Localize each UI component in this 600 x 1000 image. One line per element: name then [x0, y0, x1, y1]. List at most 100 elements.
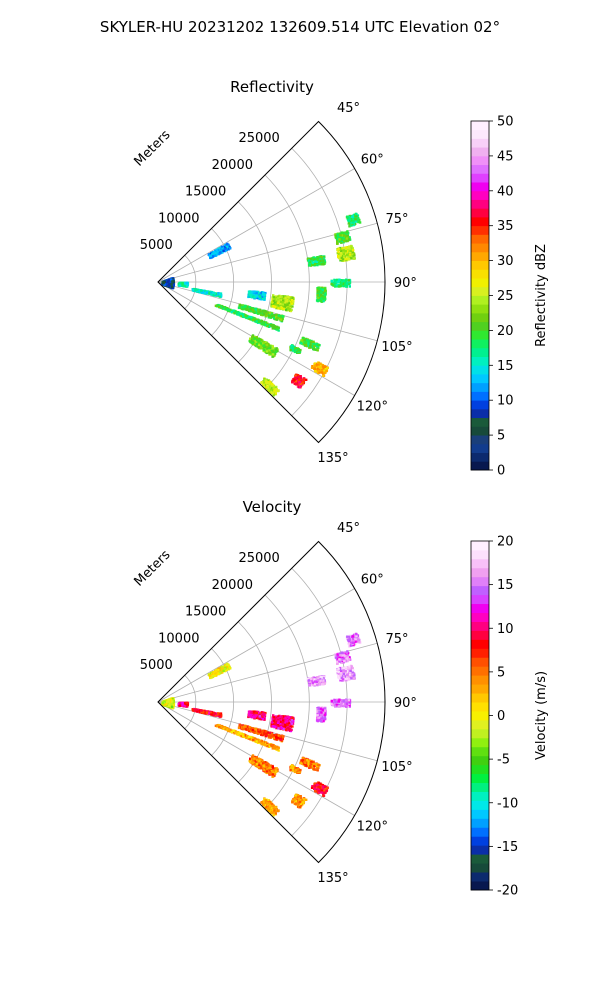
echo-gate — [275, 313, 278, 316]
echo-gate — [338, 238, 341, 241]
echo-gate — [277, 326, 280, 329]
echo-gate — [249, 727, 252, 731]
echo-gate — [168, 282, 171, 285]
echo-gate — [310, 259, 313, 262]
echo-gate — [345, 234, 348, 237]
echo-gate — [285, 305, 288, 309]
echo-gate — [356, 218, 360, 221]
echo-gate — [313, 364, 317, 368]
echo-gate — [180, 284, 184, 287]
echo-gate — [319, 293, 323, 296]
colorbar-label: Reflectivity dBZ — [534, 244, 549, 347]
echo-gate — [254, 728, 257, 731]
angle-tick-label: 45° — [337, 101, 360, 116]
echo-gate — [304, 341, 307, 344]
echo-gate — [325, 369, 328, 373]
echo-gate — [322, 367, 325, 370]
echo-gate — [280, 715, 283, 718]
echo-gate — [338, 240, 342, 243]
echo-gate — [313, 258, 316, 261]
echo-gate — [290, 302, 294, 305]
echo-gate — [283, 308, 287, 311]
echo-gate — [288, 304, 292, 307]
echo-gate — [161, 281, 165, 285]
echo-gate — [272, 299, 275, 302]
echo-gate — [257, 732, 260, 735]
echo-gate — [273, 736, 276, 739]
echo-gate — [246, 308, 249, 312]
colorbar-segment — [471, 382, 489, 392]
echo-gate — [257, 343, 261, 347]
echo-gate — [259, 342, 263, 345]
colorbar-segment — [471, 417, 489, 427]
colorbar-segment — [471, 304, 489, 314]
echo-gate — [266, 345, 270, 348]
echo-gate — [185, 282, 188, 286]
colorbar-tick-label: 0 — [497, 464, 505, 479]
echo-gate — [211, 251, 215, 254]
echo-gate — [256, 309, 259, 312]
echo-gate — [347, 231, 350, 235]
echo-gate — [341, 259, 344, 262]
echo-gate — [262, 311, 265, 314]
colorbar-segment — [471, 243, 489, 253]
echo-gate — [336, 240, 339, 244]
echo-gate — [228, 247, 232, 250]
echo-gate — [251, 307, 254, 310]
echo-gate — [323, 371, 326, 374]
echo-gate — [273, 297, 277, 301]
echo-gate — [348, 215, 351, 219]
echo-gate — [257, 346, 260, 349]
echo-gate — [258, 297, 261, 301]
echo-gate — [299, 382, 302, 386]
echo-gate — [307, 342, 310, 345]
echo-gate — [258, 717, 261, 721]
echo-gate — [341, 258, 345, 261]
echo-gate — [340, 283, 343, 286]
echo-gate — [319, 259, 322, 262]
echo-gate — [313, 262, 316, 265]
echo-gate — [248, 317, 251, 320]
echo-gate — [307, 259, 311, 262]
echo-gate — [269, 735, 272, 738]
echo-gate — [203, 292, 206, 295]
colorbar-segment — [471, 330, 489, 340]
echo-gate — [167, 280, 170, 283]
echo-gate — [279, 304, 283, 307]
echo-gate — [236, 312, 239, 315]
echo-gate — [274, 295, 277, 298]
echo-gate — [338, 278, 341, 281]
echo-gate — [275, 325, 278, 328]
echo-gate — [289, 720, 292, 723]
echo-gate — [318, 369, 321, 372]
echo-gate — [289, 305, 292, 308]
echo-gate — [308, 343, 312, 346]
colorbar-tick-label: 5 — [497, 429, 505, 444]
echo-gate — [345, 284, 348, 287]
echo-gate — [241, 726, 245, 730]
echo-gate — [254, 294, 258, 297]
echo-gate — [226, 242, 229, 246]
echo-gate — [200, 289, 203, 292]
echo-gate — [322, 374, 325, 377]
echo-gate — [281, 721, 284, 724]
echo-gate — [261, 297, 265, 301]
echo-gate — [216, 252, 219, 256]
echo-gate — [262, 312, 266, 316]
echo-gate — [262, 711, 265, 714]
echo-gate — [322, 263, 325, 266]
echo-gate — [291, 349, 295, 352]
echo-gate — [344, 246, 347, 249]
echo-gate — [341, 279, 344, 282]
echo-gate — [254, 290, 257, 293]
echo-gate — [317, 261, 320, 264]
echo-gate — [275, 726, 278, 730]
echo-gate — [307, 340, 310, 343]
echo-gate — [250, 315, 253, 319]
echo-gate — [279, 302, 282, 305]
echo-gate — [351, 254, 355, 258]
echo-gate — [276, 328, 279, 331]
echo-gate — [345, 282, 349, 286]
echo-gate — [274, 303, 277, 306]
